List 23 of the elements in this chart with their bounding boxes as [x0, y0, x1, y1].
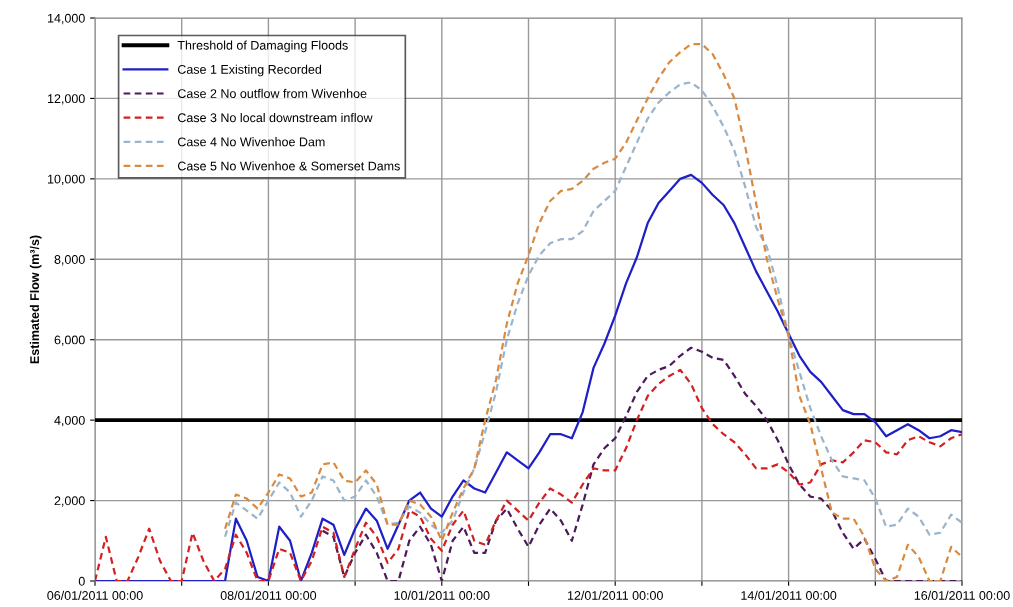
legend-label: Case 2 No outflow from Wivenhoe	[177, 88, 367, 98]
x-tick-label: 08/01/2011 00:00	[220, 590, 317, 600]
legend-label: Threshold of Damaging Floods	[177, 40, 348, 53]
legend-label: Case 4 No Wivenhoe Dam	[177, 137, 325, 147]
y-tick-label: 10,000	[48, 174, 85, 185]
legend-label: Case 1 Existing Recorded	[177, 64, 322, 77]
y-tick-label: 12,000	[48, 94, 85, 105]
line-series	[223, 81, 962, 538]
y-axis-title: Estimated Flow (m³/s)	[29, 235, 42, 364]
x-tick-label: 16/01/2011 00:00	[914, 590, 1010, 600]
y-tick-label: 0	[78, 576, 85, 586]
y-tick-label: 14,000	[48, 13, 85, 25]
y-tick-label: 4,000	[54, 415, 85, 427]
legend-label: Case 3 No local downstream inflow	[177, 112, 373, 123]
line-series	[321, 346, 962, 581]
legend-label: Case 5 No Wivenhoe & Somerset Dams	[177, 161, 400, 171]
x-tick-label: 12/01/2011 00:00	[567, 590, 663, 600]
y-tick-label: 8,000	[54, 255, 85, 266]
x-tick-label: 14/01/2011 00:00	[741, 590, 837, 600]
x-tick-label: 06/01/2011 00:00	[47, 590, 143, 600]
y-tick-label: 6,000	[54, 335, 85, 346]
y-tick-label: 2,000	[54, 496, 85, 507]
x-tick-label: 10/01/2011 00:00	[394, 590, 490, 600]
